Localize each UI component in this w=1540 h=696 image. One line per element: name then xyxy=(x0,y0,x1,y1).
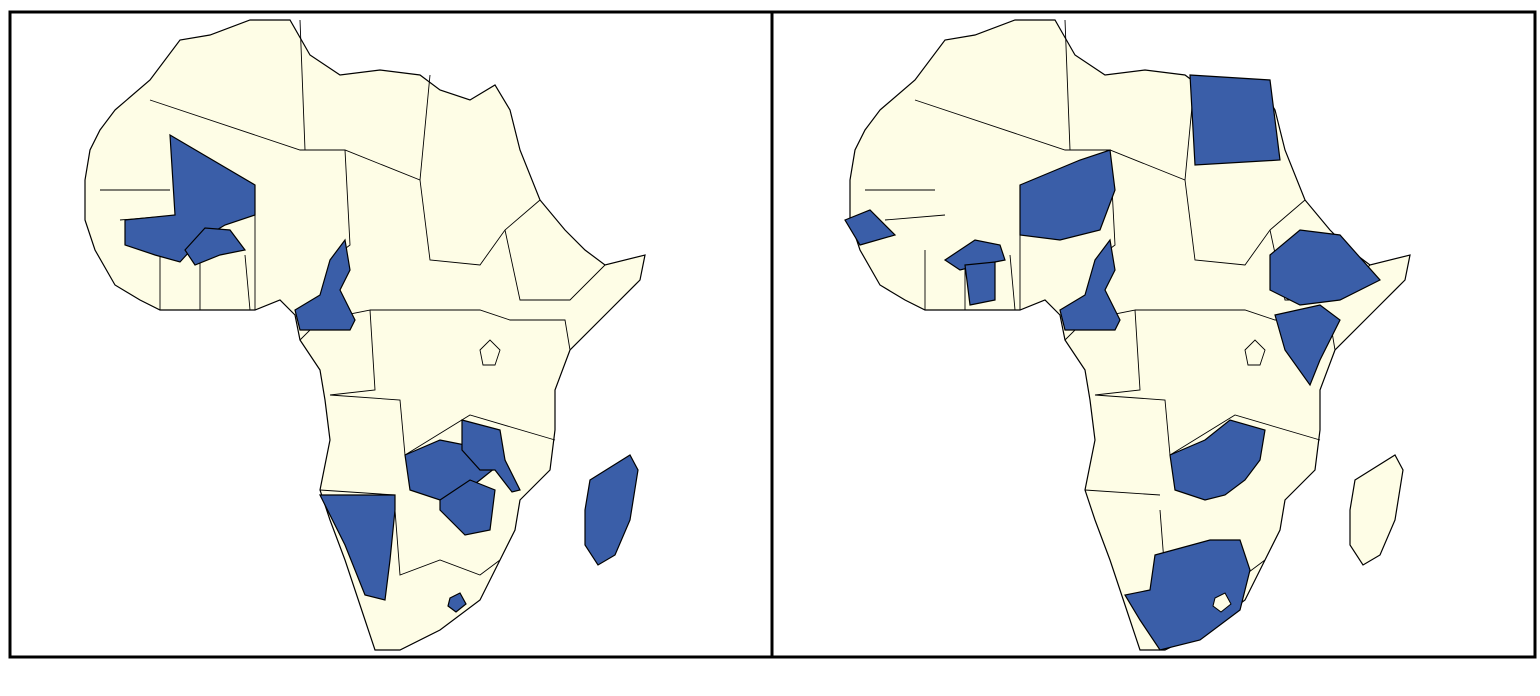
highlighted-region xyxy=(184,227,247,266)
left-panel xyxy=(84,19,646,651)
highlighted-region xyxy=(1189,74,1281,166)
right-panel xyxy=(844,19,1411,651)
highlighted-region xyxy=(964,261,996,306)
highlighted-region xyxy=(124,133,256,263)
highlighted-region xyxy=(319,494,396,601)
highlighted-region xyxy=(844,209,897,246)
highlighted-region xyxy=(1019,149,1116,241)
highlighted-region xyxy=(461,419,521,493)
highlighted-region xyxy=(584,454,639,566)
highlighted-region xyxy=(1269,229,1381,306)
highlighted-region xyxy=(294,238,356,331)
highlighted-region xyxy=(447,592,467,613)
panel-frame xyxy=(770,10,1537,659)
region xyxy=(1212,592,1232,613)
highlighted-region xyxy=(1169,419,1266,501)
region xyxy=(1349,454,1404,566)
highlighted-region xyxy=(1274,304,1341,387)
highlighted-region xyxy=(1124,539,1251,651)
highlighted-region xyxy=(1059,238,1121,331)
highlighted-region xyxy=(439,479,496,536)
